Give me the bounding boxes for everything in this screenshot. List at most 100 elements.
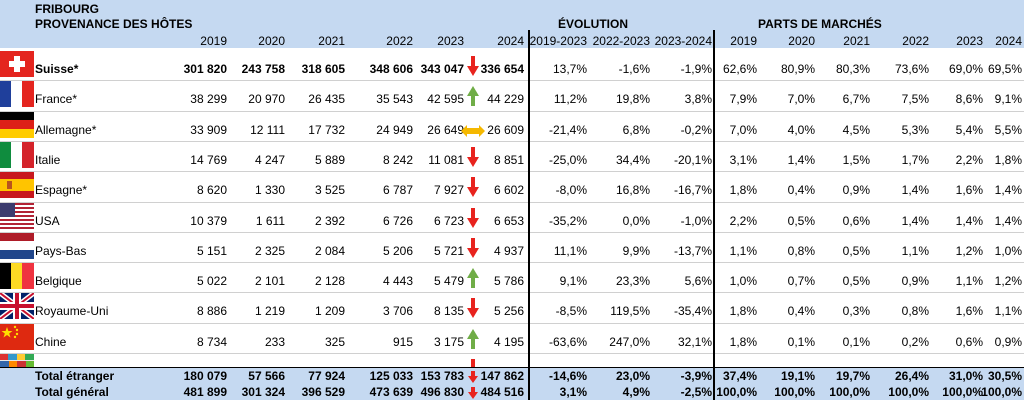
total-label: Total étranger [35, 369, 115, 383]
guest-count: 301 820 [183, 62, 227, 76]
guest-count: 5 256 [493, 304, 524, 318]
guest-count: 17 732 [308, 123, 345, 137]
evolution-value: 19,8% [615, 92, 650, 106]
market-share-value: 7,0% [729, 123, 757, 137]
market-share-value: 0,7% [787, 274, 815, 288]
market-share-value: 1,8% [729, 335, 757, 349]
evolution-value: 23,3% [615, 274, 650, 288]
evolution-value: -20,1% [673, 153, 712, 167]
italy-flag [0, 142, 34, 168]
column-header-evolution: 2019-2023 [529, 34, 587, 48]
market-share-value: 1,5% [842, 153, 870, 167]
evolution-value: -1,9% [680, 62, 712, 76]
total-guest-count: 180 079 [183, 369, 227, 383]
market-share-value: 1,1% [955, 274, 983, 288]
market-share-value: 8,6% [955, 92, 983, 106]
column-header-share: 2019 [730, 34, 757, 48]
market-share-title: PARTS DE MARCHÉS [758, 17, 882, 31]
uk-flag [0, 293, 34, 319]
guest-count: 26 609 [487, 123, 524, 137]
guest-count: 14 769 [190, 153, 227, 167]
guest-count: 4 195 [493, 335, 524, 349]
market-share-value: 62,6% [722, 62, 757, 76]
guest-count: 5 786 [493, 274, 524, 288]
market-share-value: 0,6% [955, 335, 983, 349]
row-separator [0, 323, 1024, 324]
total-market-share-value: 31,0% [948, 369, 983, 383]
market-share-value: 7,0% [787, 92, 815, 106]
total-guest-count: 481 899 [183, 385, 227, 399]
market-share-value: 0,8% [787, 244, 815, 258]
evolution-value: -63,6% [548, 335, 587, 349]
total-guest-count: 473 639 [369, 385, 413, 399]
trend-down-icon [467, 56, 479, 76]
market-share-value: 0,9% [842, 183, 870, 197]
market-share-value: 4,5% [842, 123, 870, 137]
guest-count: 325 [324, 335, 345, 349]
guest-count: 5 889 [314, 153, 345, 167]
total-guest-count: 153 783 [420, 369, 464, 383]
china-flag [0, 324, 34, 350]
guest-count: 4 937 [493, 244, 524, 258]
total-guest-count: 57 566 [248, 369, 285, 383]
market-share-value: 2,2% [729, 214, 757, 228]
market-share-value: 0,3% [842, 304, 870, 318]
market-share-value: 80,3% [835, 62, 870, 76]
guest-count: 5 151 [196, 244, 227, 258]
total-market-share-value: 100,0% [942, 385, 983, 399]
evolution-value: 16,8% [615, 183, 650, 197]
guest-count: 6 726 [382, 214, 413, 228]
evolution-value: -13,7% [673, 244, 712, 258]
guest-count: 33 909 [190, 123, 227, 137]
guest-count: 2 101 [254, 274, 285, 288]
market-share-value: 5,3% [901, 123, 929, 137]
guest-count: 243 758 [241, 62, 285, 76]
netherlands-flag [0, 233, 34, 259]
spain-flag [0, 172, 34, 198]
guest-count: 1 209 [314, 304, 345, 318]
table-subtitle: PROVENANCE DES HÔTES [35, 17, 193, 31]
guest-count: 343 047 [420, 62, 464, 76]
evolution-value: -8,5% [555, 304, 587, 318]
evolution-title: ÉVOLUTION [558, 17, 629, 31]
guest-count: 35 543 [376, 92, 413, 106]
row-separator [0, 80, 1024, 81]
market-share-value: 1,2% [994, 274, 1022, 288]
market-share-value: 0,9% [901, 274, 929, 288]
evolution-value: 3,8% [684, 92, 712, 106]
country-name: Chine [35, 335, 67, 349]
market-share-value: 5,4% [955, 123, 983, 137]
trend-up-icon [467, 268, 479, 288]
switzerland-flag [0, 51, 34, 77]
row-separator [0, 141, 1024, 142]
trend-down-icon [467, 208, 479, 228]
market-share-value: 1,7% [901, 153, 929, 167]
column-header-year: 2020 [258, 34, 285, 48]
region-title: FRIBOURG [35, 2, 99, 16]
guest-count: 3 525 [314, 183, 345, 197]
market-share-value: 7,5% [901, 92, 929, 106]
market-share-value: 1,6% [955, 304, 983, 318]
column-header-evolution: 2023-2024 [654, 34, 712, 48]
market-share-value: 4,0% [787, 123, 815, 137]
row-separator [0, 232, 1024, 233]
column-header-year: 2019 [200, 34, 227, 48]
total-guest-count: 77 924 [308, 369, 345, 383]
evolution-value: 0,0% [622, 214, 650, 228]
guest-count: 6 653 [493, 214, 524, 228]
evolution-value: 34,4% [615, 153, 650, 167]
guest-count: 2 325 [254, 244, 285, 258]
country-name: Royaume-Uni [35, 304, 109, 318]
evolution-value: 5,6% [684, 274, 712, 288]
guest-count: 26 649 [427, 123, 464, 137]
market-share-value: 7,9% [729, 92, 757, 106]
guest-count: 8 242 [382, 153, 413, 167]
column-header-share: 2023 [956, 34, 983, 48]
total-market-share-value: 100,0% [888, 385, 929, 399]
market-share-value: 0,9% [994, 335, 1022, 349]
total-guest-count: 396 529 [301, 385, 345, 399]
guest-count: 6 602 [493, 183, 524, 197]
total-evolution-value: -3,9% [680, 369, 712, 383]
market-share-value: 1,0% [729, 274, 757, 288]
market-share-value: 0,5% [842, 274, 870, 288]
